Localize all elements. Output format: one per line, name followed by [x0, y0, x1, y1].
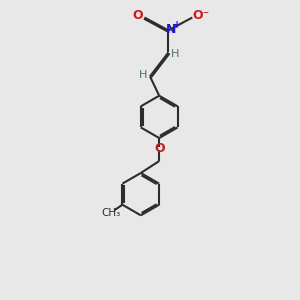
- Text: CH₃: CH₃: [101, 208, 121, 218]
- Text: O: O: [154, 142, 164, 155]
- Text: N: N: [166, 23, 176, 36]
- Text: H: H: [140, 70, 148, 80]
- Text: O⁻: O⁻: [192, 9, 209, 22]
- Text: H: H: [171, 49, 179, 59]
- Text: +: +: [172, 20, 181, 30]
- Text: O: O: [133, 9, 143, 22]
